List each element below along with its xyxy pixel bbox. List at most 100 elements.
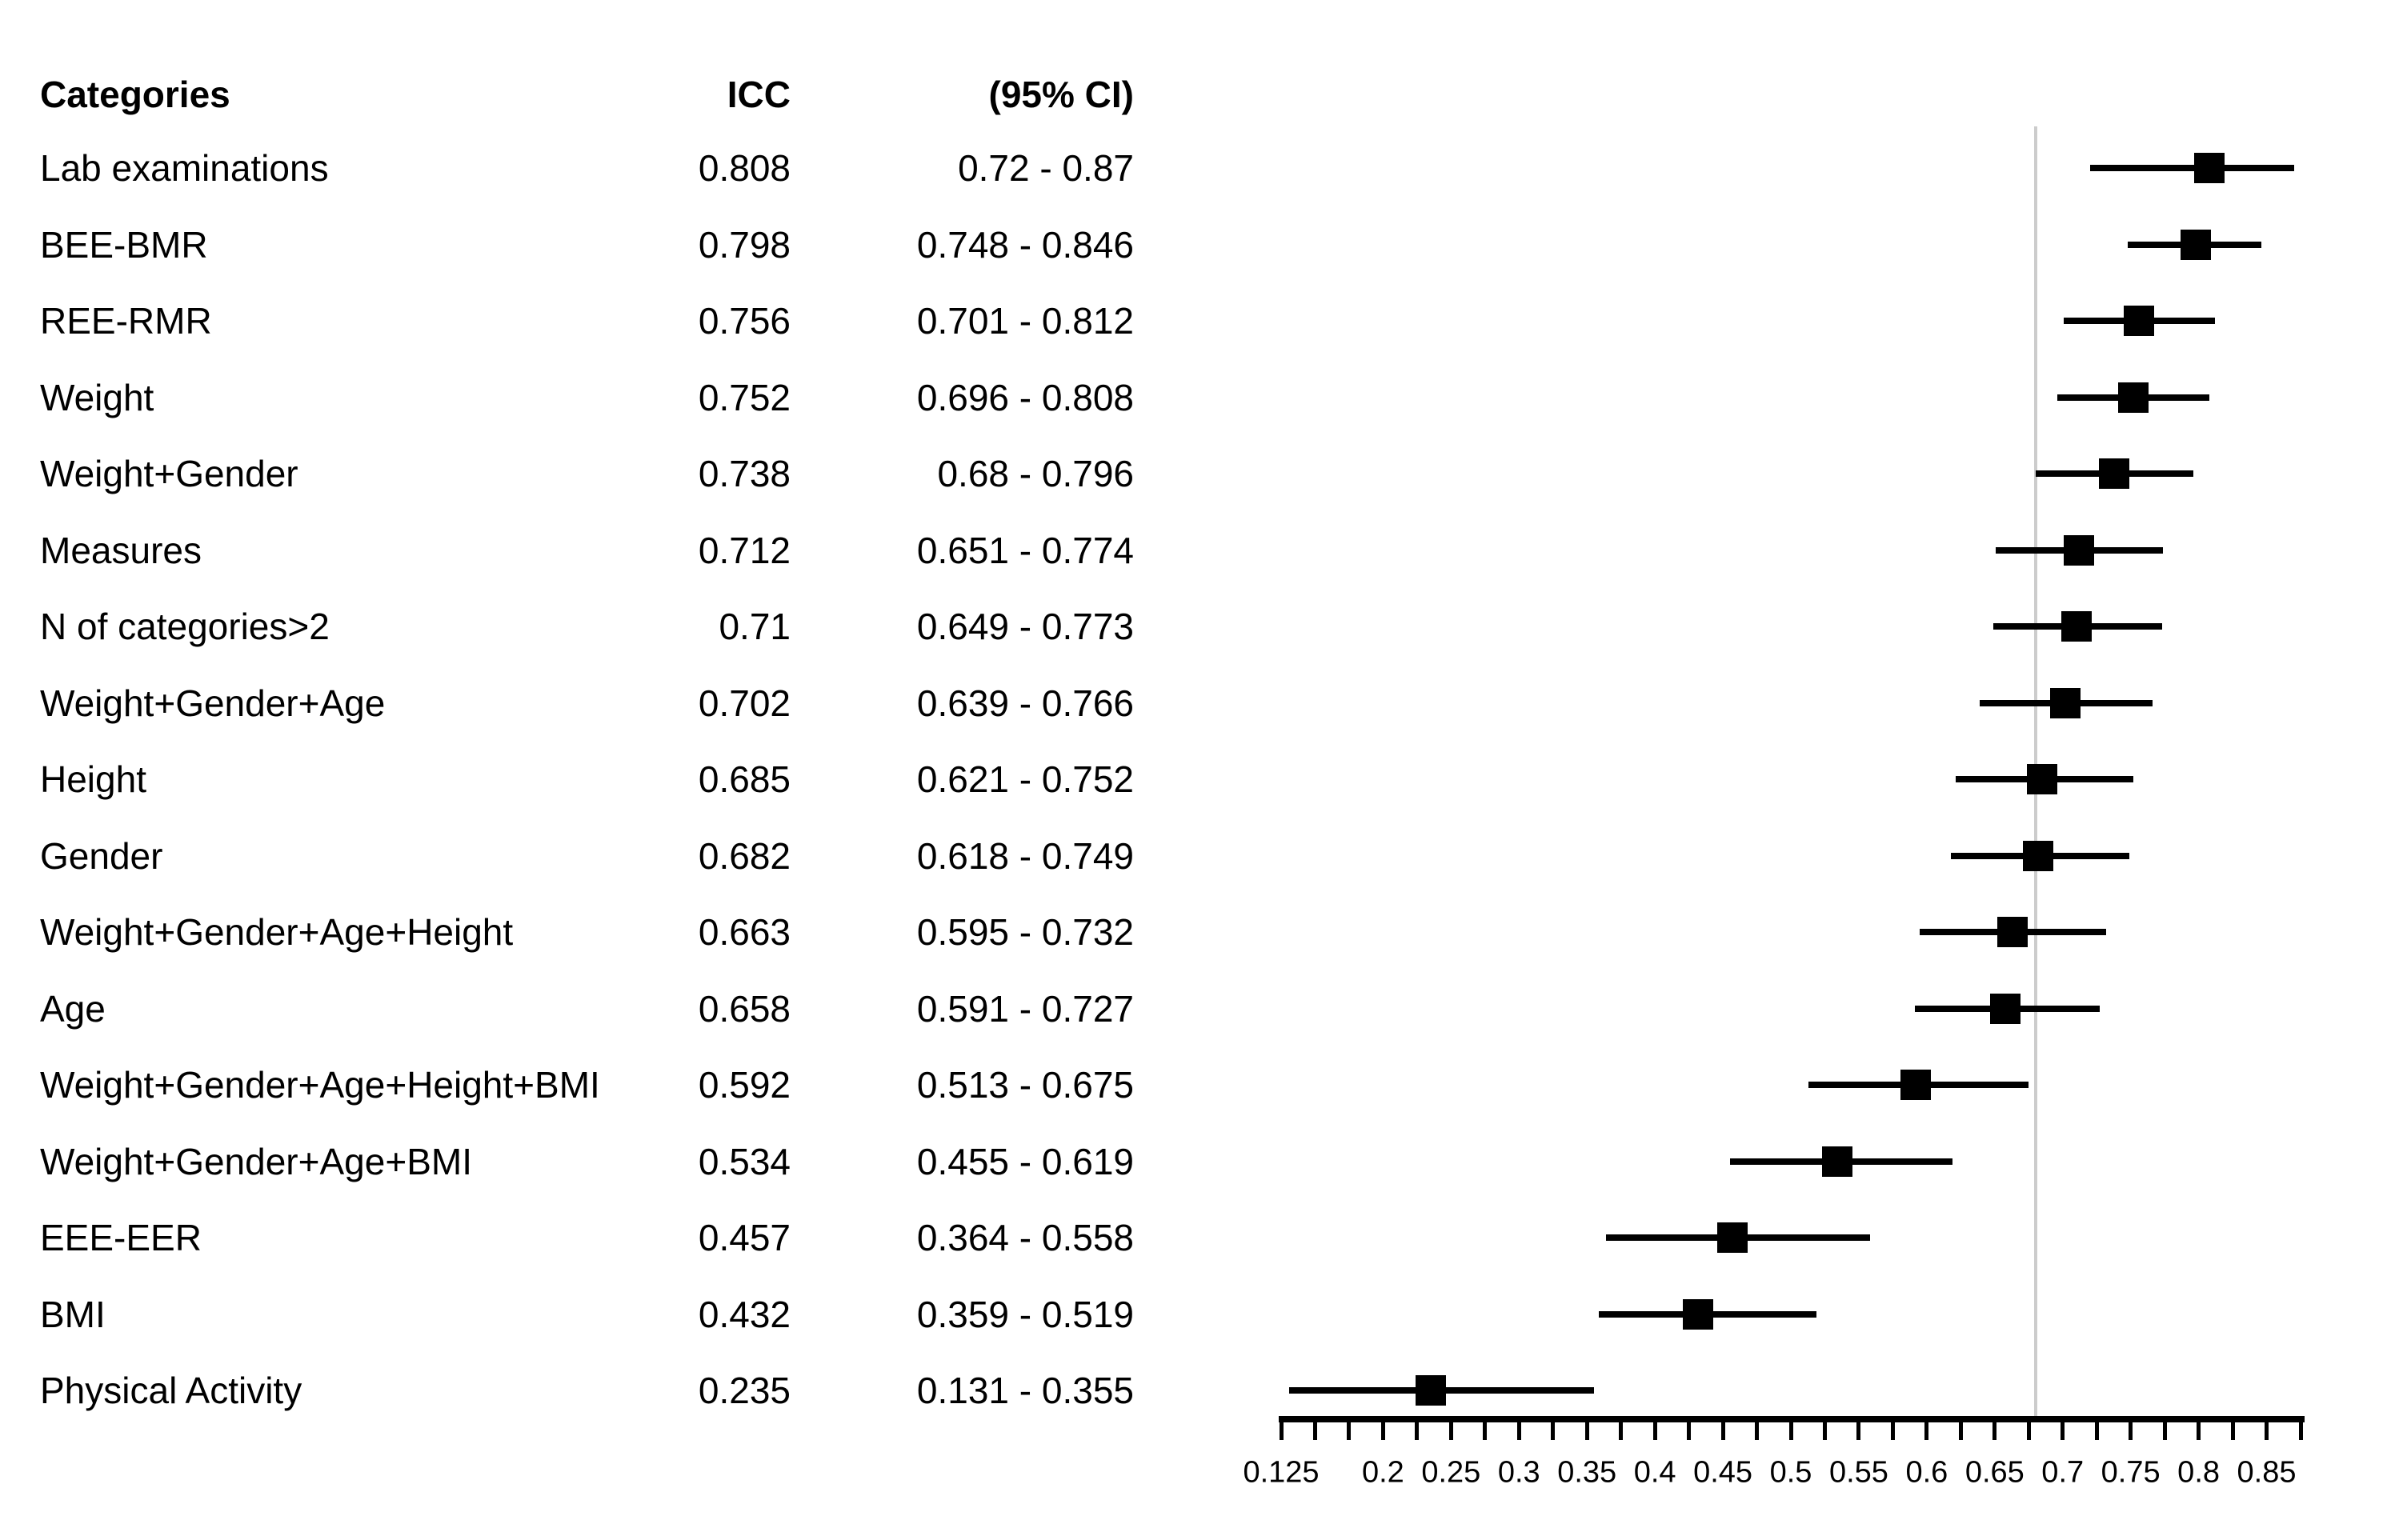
x-axis-tick-label: 0.85 — [2237, 1455, 2297, 1490]
icc-value: 0.432 — [698, 1293, 791, 1335]
x-axis-tick — [1483, 1416, 1488, 1440]
x-axis-tick — [1584, 1416, 1589, 1440]
ci-range-value: 0.701 - 0.812 — [916, 300, 1134, 342]
icc-marker — [1716, 1222, 1748, 1253]
icc-value: 0.592 — [698, 1064, 791, 1106]
icc-value: 0.682 — [698, 834, 791, 877]
x-axis-tick — [2061, 1416, 2065, 1440]
category-label: Weight+Gender+Age+Height — [40, 911, 514, 953]
category-label: Age — [40, 987, 106, 1030]
icc-marker — [2181, 229, 2212, 260]
category-label: REE-RMR — [40, 300, 212, 342]
category-label: Weight+Gender — [40, 453, 298, 494]
category-label: Weight — [40, 376, 154, 418]
icc-value: 0.702 — [698, 682, 791, 724]
category-label: Weight+Gender+Age — [40, 682, 386, 724]
ci-range-value: 0.618 - 0.749 — [916, 834, 1134, 877]
x-axis-tick — [1652, 1416, 1657, 1440]
ci-range-value: 0.455 - 0.619 — [916, 1140, 1134, 1182]
column-header-ci: (95% CI) — [988, 74, 1134, 115]
x-axis-tick — [2094, 1416, 2099, 1440]
x-axis-tick — [2230, 1416, 2235, 1440]
x-axis-tick — [1687, 1416, 1692, 1440]
icc-value: 0.457 — [698, 1217, 791, 1258]
x-axis-tick — [1347, 1416, 1352, 1440]
x-axis-tick — [1448, 1416, 1453, 1440]
icc-value: 0.663 — [698, 911, 791, 953]
x-axis-tick-label: 0.8 — [2177, 1455, 2221, 1490]
ci-range-value: 0.513 - 0.675 — [916, 1064, 1134, 1106]
x-axis-tick — [1619, 1416, 1624, 1440]
icc-marker — [1990, 993, 2021, 1024]
x-axis-tick — [1755, 1416, 1760, 1440]
icc-value: 0.738 — [698, 453, 791, 494]
x-axis-tick — [2129, 1416, 2133, 1440]
x-axis-tick-label: 0.3 — [1497, 1455, 1540, 1490]
x-axis-tick — [1415, 1416, 1420, 1440]
x-axis-tick — [1788, 1416, 1793, 1440]
icc-marker — [1821, 1146, 1852, 1177]
icc-value: 0.534 — [698, 1140, 791, 1182]
x-axis-tick-label: 0.75 — [2101, 1455, 2161, 1490]
x-axis-tick — [1890, 1416, 1895, 1440]
category-label: Physical Activity — [40, 1370, 302, 1411]
icc-value: 0.798 — [698, 223, 791, 266]
icc-marker — [1996, 917, 2028, 947]
icc-marker — [2023, 840, 2054, 871]
x-axis-tick-label: 0.55 — [1828, 1455, 1888, 1490]
x-axis-tick — [2026, 1416, 2031, 1440]
x-axis-tick-label: 0.6 — [1905, 1455, 1948, 1490]
x-axis-tick-label: 0.45 — [1693, 1455, 1753, 1490]
icc-marker — [2123, 306, 2154, 336]
x-axis-tick — [1992, 1416, 1997, 1440]
x-axis-tick — [2298, 1416, 2303, 1440]
icc-marker — [1415, 1375, 1446, 1406]
x-axis-tick-label: 0.65 — [1964, 1455, 2025, 1490]
icc-marker — [2194, 153, 2225, 183]
category-label: Weight+Gender+Age+BMI — [40, 1140, 472, 1182]
icc-marker — [2118, 382, 2149, 413]
icc-marker — [1900, 1070, 1932, 1100]
category-label: Weight+Gender+Age+Height+BMI — [40, 1064, 600, 1106]
column-header-categories: Categories — [40, 74, 230, 115]
x-axis-tick — [1380, 1416, 1385, 1440]
icc-value: 0.235 — [698, 1370, 791, 1411]
x-axis-tick-label: 0.5 — [1769, 1455, 1812, 1490]
category-label: Measures — [40, 529, 202, 571]
category-label: Gender — [40, 834, 163, 877]
category-label: Height — [40, 758, 146, 800]
icc-marker — [2061, 611, 2092, 642]
icc-marker — [2050, 687, 2081, 718]
ci-range-value: 0.359 - 0.519 — [916, 1293, 1134, 1335]
x-axis-tick-label: 0.35 — [1557, 1455, 1617, 1490]
icc-marker — [1683, 1298, 1714, 1330]
category-label: N of categories>2 — [40, 606, 330, 647]
x-axis-tick — [1720, 1416, 1725, 1440]
x-axis-tick — [1822, 1416, 1827, 1440]
ci-range-value: 0.364 - 0.558 — [916, 1217, 1134, 1258]
x-axis-tick — [1516, 1416, 1521, 1440]
x-axis-tick — [1551, 1416, 1556, 1440]
ci-range-value: 0.639 - 0.766 — [916, 682, 1134, 724]
x-axis-tick-label: 0.125 — [1243, 1455, 1320, 1490]
x-axis-tick-label: 0.2 — [1361, 1455, 1404, 1490]
x-axis-tick-label: 0.4 — [1633, 1455, 1676, 1490]
ci-range-value: 0.651 - 0.774 — [916, 529, 1134, 571]
x-axis-tick — [1924, 1416, 1929, 1440]
icc-marker — [2064, 534, 2095, 566]
icc-value: 0.658 — [698, 987, 791, 1030]
icc-value: 0.756 — [698, 300, 791, 342]
category-label: Lab examinations — [40, 147, 329, 189]
ci-range-value: 0.621 - 0.752 — [916, 758, 1134, 800]
ci-range-value: 0.649 - 0.773 — [916, 606, 1134, 647]
ci-range-value: 0.696 - 0.808 — [916, 376, 1134, 418]
x-axis-tick — [1312, 1416, 1317, 1440]
icc-value: 0.71 — [719, 606, 791, 647]
category-label: BEE-BMR — [40, 223, 208, 266]
icc-value: 0.712 — [698, 529, 791, 571]
x-axis-tick — [2162, 1416, 2167, 1440]
ci-line — [2089, 165, 2294, 171]
x-axis-tick — [1279, 1416, 1284, 1440]
icc-marker — [2099, 458, 2130, 489]
